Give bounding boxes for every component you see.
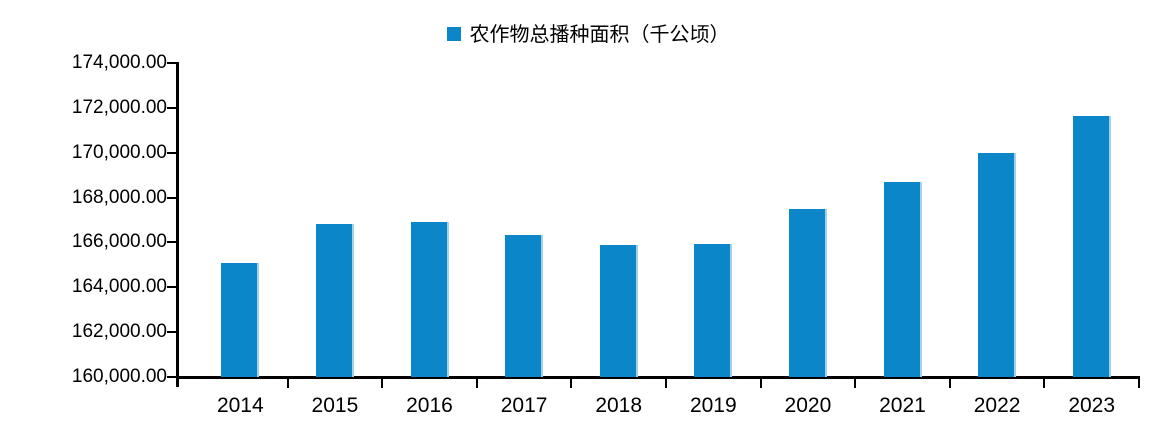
x-category-label: 2022 <box>973 394 1021 417</box>
y-axis-tick-label: 174,000.00 <box>71 52 167 73</box>
x-axis-tick <box>381 379 384 388</box>
y-axis-tick <box>167 241 176 244</box>
x-category-label: 2015 <box>311 394 359 417</box>
x-category-label: 2023 <box>1068 394 1116 417</box>
bar <box>1072 116 1111 377</box>
y-axis-tick <box>167 106 176 109</box>
y-axis-tick <box>167 151 176 154</box>
y-axis-tick <box>167 196 176 199</box>
bar <box>694 243 733 377</box>
legend: 农作物总播种面积（千公顷） <box>0 22 1176 46</box>
bar <box>505 235 544 377</box>
x-axis-tick <box>1043 379 1046 388</box>
x-category-label: 2020 <box>784 394 832 417</box>
x-category-label: 2019 <box>689 394 737 417</box>
x-axis-tick <box>286 379 289 388</box>
bar <box>315 223 354 377</box>
bar <box>599 244 638 377</box>
legend-label: 农作物总播种面积（千公顷） <box>469 22 730 46</box>
x-axis-tick <box>948 379 951 388</box>
bar <box>221 262 260 377</box>
bar <box>410 222 449 377</box>
y-axis-tick <box>167 376 176 378</box>
x-category-label: 2018 <box>595 394 643 417</box>
x-axis-tick <box>570 379 573 388</box>
x-axis-line <box>176 376 1140 379</box>
x-category-label: 2014 <box>216 394 264 417</box>
y-axis-line <box>176 62 179 387</box>
x-axis-tick <box>475 379 478 388</box>
bar <box>788 208 827 377</box>
legend-marker-icon <box>446 27 461 41</box>
y-axis-tick <box>167 331 176 334</box>
y-axis-tick-label: 168,000.00 <box>71 186 167 208</box>
x-axis-tick <box>854 379 857 388</box>
y-axis-tick-label: 160,000.00 <box>71 366 167 387</box>
y-axis-tick-label: 170,000.00 <box>71 141 167 163</box>
y-axis-tick <box>167 286 176 289</box>
bar <box>883 181 922 377</box>
x-axis-tick <box>759 379 762 388</box>
x-category-label: 2021 <box>879 394 926 417</box>
x-axis-tick <box>1138 379 1140 388</box>
x-category-label: 2016 <box>406 394 453 417</box>
y-axis-tick-label: 162,000.00 <box>71 321 167 343</box>
y-axis-tick-label: 166,000.00 <box>71 231 167 253</box>
y-axis-tick-label: 172,000.00 <box>71 96 167 118</box>
y-axis-tick-label: 164,000.00 <box>71 276 167 298</box>
y-axis-tick <box>167 62 176 64</box>
x-axis-tick <box>665 379 667 388</box>
x-category-label: 2017 <box>500 394 548 417</box>
bar <box>978 152 1017 377</box>
